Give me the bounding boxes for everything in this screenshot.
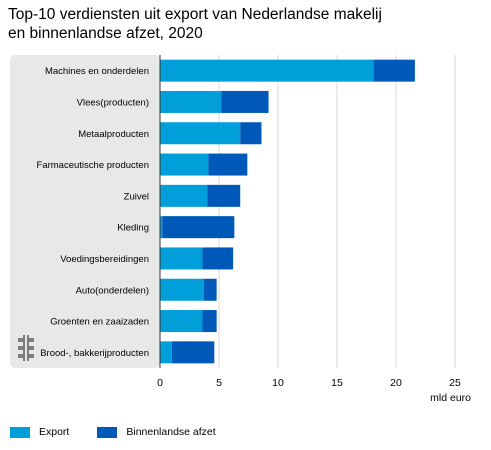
bar-binnenlandse-afzet xyxy=(203,278,217,301)
bar-binnenlandse-afzet xyxy=(171,341,215,364)
category-label: Metaalproducten xyxy=(78,129,149,140)
x-tick-label: 5 xyxy=(216,377,222,389)
bar-export xyxy=(160,184,208,207)
chart-title: Top-10 verdiensten uit export van Nederl… xyxy=(8,5,488,43)
bar-binnenlandse-afzet xyxy=(162,216,235,239)
legend-swatch-binnenlandse-afzet xyxy=(97,426,118,438)
x-tick-labels: 0 5 10 15 20 25 xyxy=(157,377,461,389)
bar-export xyxy=(160,59,374,82)
bars xyxy=(160,59,415,364)
category-label: Farmaceutische producten xyxy=(37,160,149,171)
category-label: Groenten en zaaizaden xyxy=(50,317,149,328)
x-axis-label: mld euro xyxy=(430,392,471,404)
bar-export xyxy=(160,341,172,364)
bar-export xyxy=(160,216,163,239)
bar-export xyxy=(160,278,204,301)
bar-export xyxy=(160,247,203,270)
bar-binnenlandse-afzet xyxy=(202,247,234,270)
category-label: Vlees(producten) xyxy=(77,97,149,108)
chart-title-line-1: Top-10 verdiensten uit export van Nederl… xyxy=(8,6,382,23)
category-label: Brood-, bakkerijproducten xyxy=(40,348,149,359)
category-label: Auto(onderdelen) xyxy=(76,285,149,296)
x-tick-label: 10 xyxy=(272,377,284,389)
x-tick-label: 25 xyxy=(449,377,461,389)
legend-item-binnenlandse-afzet: Binnenlandse afzet xyxy=(97,426,216,438)
category-labels: Machines en onderdelen Vlees(producten) Me… xyxy=(37,66,149,359)
x-tick-label: 20 xyxy=(390,377,402,389)
cbs-logo-icon xyxy=(18,335,34,361)
legend-swatch-export xyxy=(10,426,30,438)
bar-export xyxy=(160,153,209,176)
bar-binnenlandse-afzet xyxy=(240,122,262,145)
legend-label-binnenlandse-afzet: Binnenlandse afzet xyxy=(126,426,216,438)
bar-binnenlandse-afzet xyxy=(221,90,269,113)
legend: Export Binnenlandse afzet xyxy=(10,426,244,438)
bar-binnenlandse-afzet xyxy=(202,310,217,333)
category-label: Zuivel xyxy=(124,191,149,202)
legend-item-export: Export xyxy=(10,426,69,438)
category-label: Kleding xyxy=(117,223,149,234)
bar-export xyxy=(160,122,241,145)
x-tick-label: 15 xyxy=(331,377,343,389)
bar-binnenlandse-afzet xyxy=(208,153,248,176)
legend-label-export: Export xyxy=(39,426,70,438)
x-tick-label: 0 xyxy=(157,377,163,389)
bar-binnenlandse-afzet xyxy=(373,59,415,82)
bar-binnenlandse-afzet xyxy=(207,184,241,207)
bar-export xyxy=(160,90,222,113)
category-label: Voedingsbereidingen xyxy=(60,254,149,265)
category-label-panel xyxy=(10,55,160,368)
category-label: Machines en onderdelen xyxy=(45,66,149,77)
bar-export xyxy=(160,310,203,333)
chart-title-line-2: en binnenlandse afzet, 2020 xyxy=(8,25,203,42)
